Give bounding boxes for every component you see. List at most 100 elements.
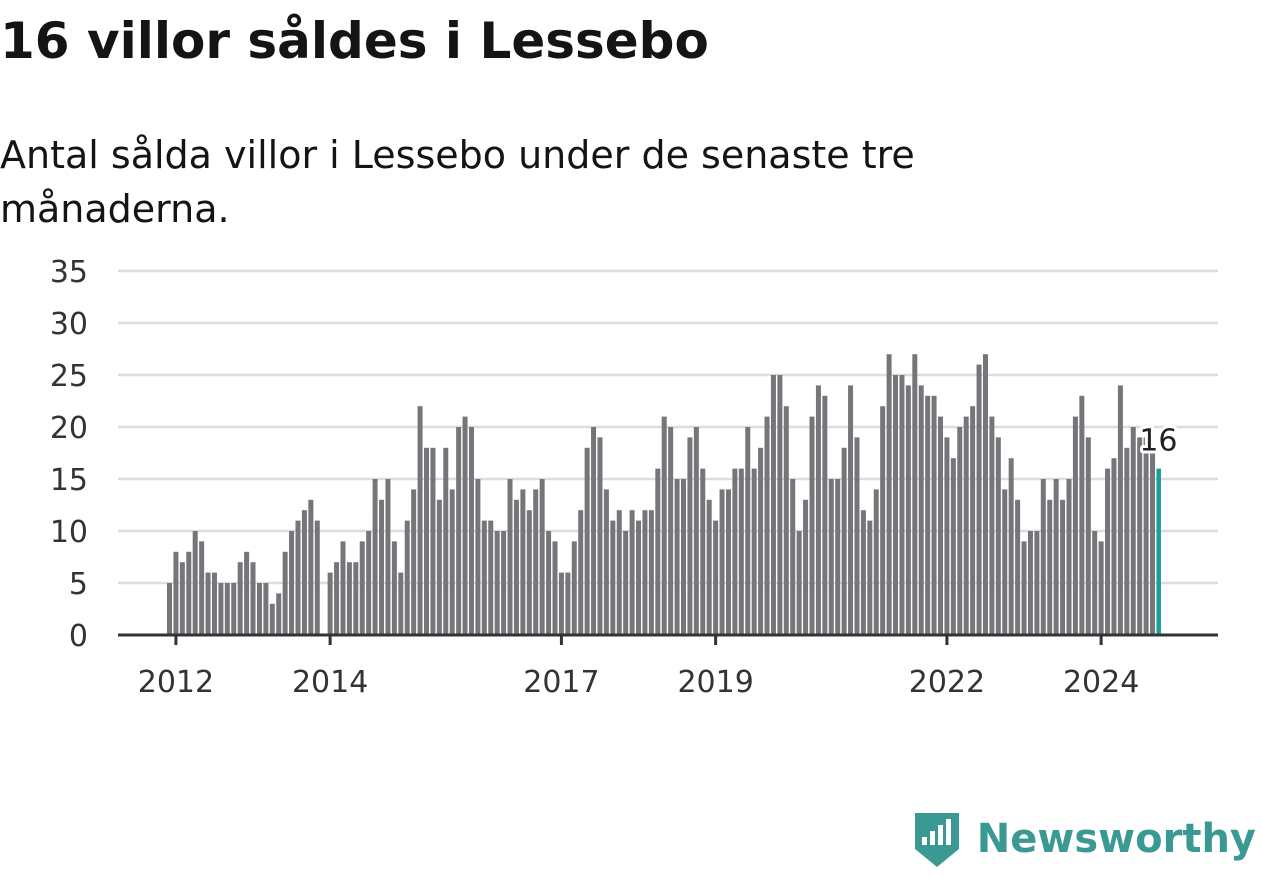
bar	[623, 531, 629, 635]
bar	[629, 510, 635, 635]
y-tick-label: 25	[50, 359, 88, 394]
bar	[938, 416, 943, 635]
bar	[764, 416, 770, 635]
x-tick-label: 2019	[677, 665, 753, 700]
bar	[379, 499, 385, 635]
bar	[256, 583, 262, 635]
bar	[507, 479, 513, 635]
x-tick-label: 2017	[523, 665, 599, 700]
bar	[488, 520, 494, 635]
bar	[751, 468, 757, 635]
bar	[873, 489, 879, 635]
bar	[494, 531, 500, 635]
bar	[539, 479, 545, 635]
bar	[353, 562, 359, 635]
bar	[777, 375, 783, 635]
bar	[192, 531, 198, 635]
bar	[199, 541, 205, 635]
bar	[558, 572, 564, 635]
bar	[1117, 385, 1123, 635]
bar	[411, 489, 417, 635]
bar	[533, 489, 539, 635]
bar	[1002, 489, 1008, 635]
bar	[1111, 458, 1117, 635]
bar	[231, 583, 237, 635]
bar	[1034, 531, 1040, 635]
bar	[301, 510, 307, 635]
y-tick-label: 15	[50, 463, 88, 498]
bar	[224, 583, 230, 635]
bar	[327, 572, 333, 635]
brand-name: Newsworthy	[976, 816, 1256, 862]
bar	[706, 499, 712, 635]
bar	[681, 479, 686, 635]
bar	[404, 520, 410, 635]
bar	[424, 447, 429, 635]
bar	[173, 551, 179, 635]
bar	[308, 499, 314, 635]
bar	[546, 531, 552, 635]
bar	[976, 364, 982, 635]
bar	[1092, 531, 1098, 635]
bar	[758, 447, 764, 635]
bar	[1047, 499, 1053, 635]
bar	[860, 510, 866, 635]
bar	[822, 395, 828, 635]
bar	[205, 572, 211, 635]
bar	[462, 416, 468, 635]
bar	[899, 375, 905, 635]
bar	[244, 551, 250, 635]
bar	[385, 479, 391, 635]
bar	[1040, 479, 1046, 635]
bar	[597, 437, 603, 635]
bar	[687, 437, 693, 635]
bar	[738, 468, 744, 635]
bar	[655, 468, 661, 635]
newsworthy-logo-icon	[914, 813, 959, 867]
bar	[912, 354, 918, 635]
x-tick-label: 2012	[138, 665, 214, 700]
bar	[1066, 479, 1072, 635]
chart-subtitle: Antal sålda villor i Lessebo under de se…	[0, 133, 915, 231]
bar	[456, 427, 462, 635]
bar	[783, 406, 789, 635]
bar	[616, 510, 622, 635]
y-tick-label: 30	[50, 307, 88, 342]
bar	[591, 427, 597, 635]
chart-title: 16 villor såldes i Lessebo	[0, 12, 709, 70]
bar	[282, 551, 288, 635]
latest-value-label: 16	[1139, 424, 1177, 459]
bar	[1124, 447, 1130, 635]
bar	[186, 551, 192, 635]
bar	[809, 416, 815, 635]
bar	[925, 395, 931, 635]
bar	[179, 562, 185, 635]
y-axis-ticks: 0 5 10 15 20 25 30 35	[50, 255, 88, 654]
bar	[468, 427, 474, 635]
latest-value-label-halo: 16	[1139, 424, 1177, 459]
bar	[571, 541, 577, 635]
bar	[636, 520, 642, 635]
bar	[931, 395, 937, 635]
bar	[526, 510, 532, 635]
bar	[263, 583, 269, 635]
x-axis-ticks: 2012 2014 2017 2019 2022 2024	[138, 635, 1139, 700]
bar	[732, 468, 738, 635]
bar	[841, 447, 847, 635]
bar	[905, 385, 911, 635]
bar	[880, 406, 886, 635]
bar	[995, 437, 1001, 635]
bar	[1105, 468, 1111, 635]
bar	[1150, 447, 1156, 635]
bar	[848, 385, 854, 635]
bar	[430, 447, 436, 635]
bar	[989, 416, 995, 635]
x-tick-label: 2014	[292, 665, 368, 700]
x-tick-label: 2024	[1063, 665, 1139, 700]
y-tick-label: 10	[50, 515, 88, 550]
bar	[693, 427, 699, 635]
bar	[982, 354, 988, 635]
bar	[950, 458, 956, 635]
bar	[796, 531, 802, 635]
bar	[346, 562, 352, 635]
